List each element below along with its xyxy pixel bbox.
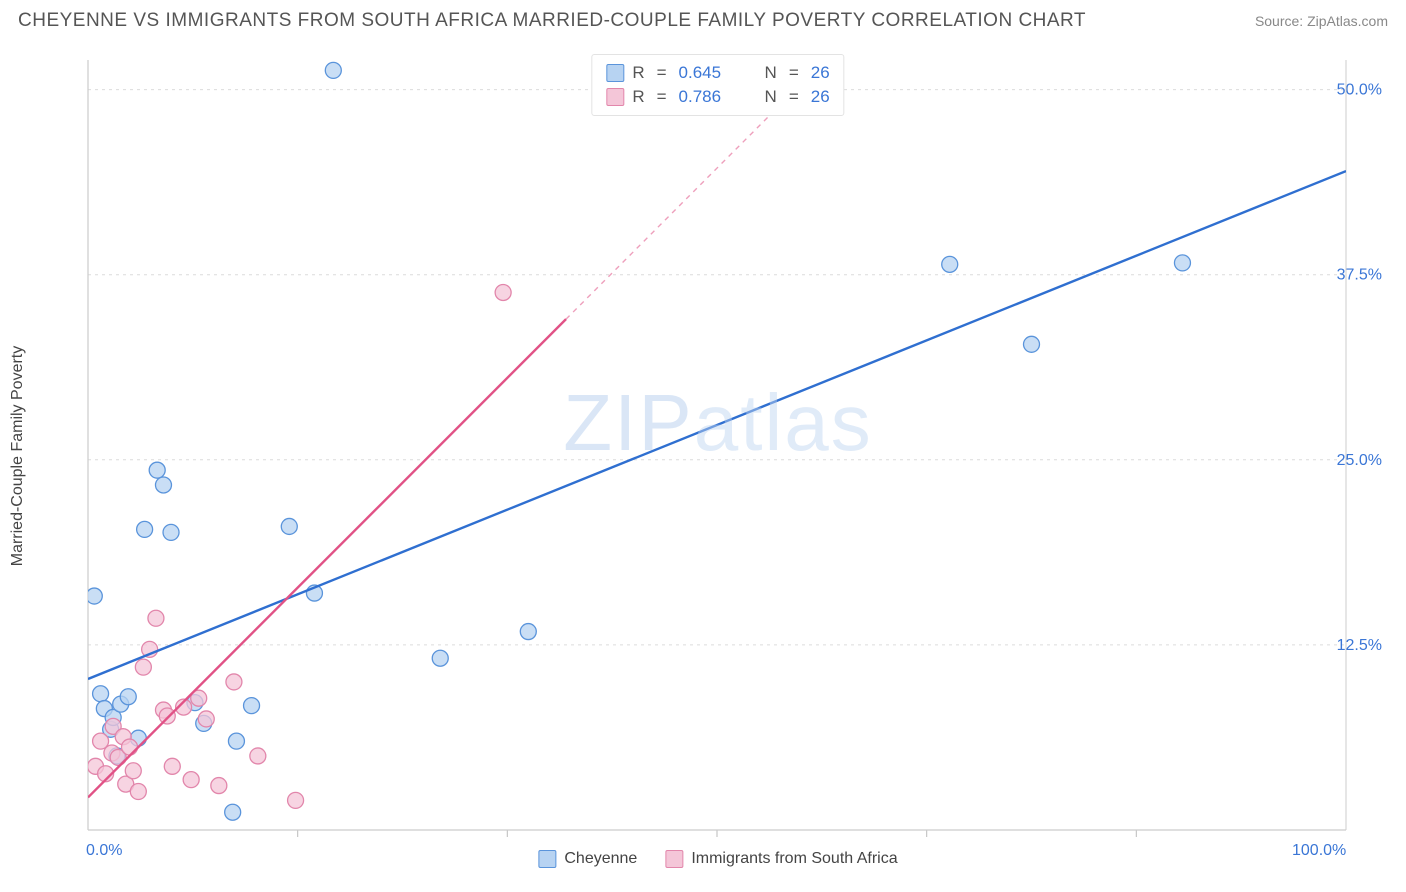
- x-tick-label-max: 100.0%: [1292, 842, 1346, 860]
- chart-title: CHEYENNE VS IMMIGRANTS FROM SOUTH AFRICA…: [18, 10, 1086, 32]
- r-value-immigrants: 0.786: [679, 87, 731, 107]
- swatch-icon: [665, 850, 683, 868]
- svg-text:37.5%: 37.5%: [1337, 267, 1382, 284]
- correlation-legend: R= 0.645 N= 26 R= 0.786 N= 26: [591, 54, 844, 116]
- series-legend: Cheyenne Immigrants from South Africa: [538, 850, 897, 868]
- svg-text:25.0%: 25.0%: [1337, 452, 1382, 469]
- chart-area: Married-Couple Family Poverty ZIPatlas 1…: [48, 46, 1388, 866]
- swatch-immigrants: [606, 88, 624, 106]
- svg-text:50.0%: 50.0%: [1337, 82, 1382, 99]
- legend-label: Immigrants from South Africa: [691, 850, 897, 868]
- source-label: Source: ZipAtlas.com: [1255, 13, 1388, 29]
- r-value-cheyenne: 0.645: [679, 63, 731, 83]
- legend-item-cheyenne: Cheyenne: [538, 850, 637, 868]
- legend-row-immigrants: R= 0.786 N= 26: [606, 85, 829, 109]
- scatter-plot: 12.5% 25.0% 37.5% 50.0%: [48, 46, 1388, 866]
- swatch-cheyenne: [606, 64, 624, 82]
- n-value-cheyenne: 26: [811, 63, 830, 83]
- header: CHEYENNE VS IMMIGRANTS FROM SOUTH AFRICA…: [0, 0, 1406, 38]
- swatch-icon: [538, 850, 556, 868]
- y-axis-label: Married-Couple Family Poverty: [9, 346, 27, 567]
- n-value-immigrants: 26: [811, 87, 830, 107]
- x-tick-label-min: 0.0%: [86, 842, 122, 860]
- legend-label: Cheyenne: [564, 850, 637, 868]
- legend-row-cheyenne: R= 0.645 N= 26: [606, 61, 829, 85]
- svg-text:12.5%: 12.5%: [1337, 637, 1382, 654]
- legend-item-immigrants: Immigrants from South Africa: [665, 850, 897, 868]
